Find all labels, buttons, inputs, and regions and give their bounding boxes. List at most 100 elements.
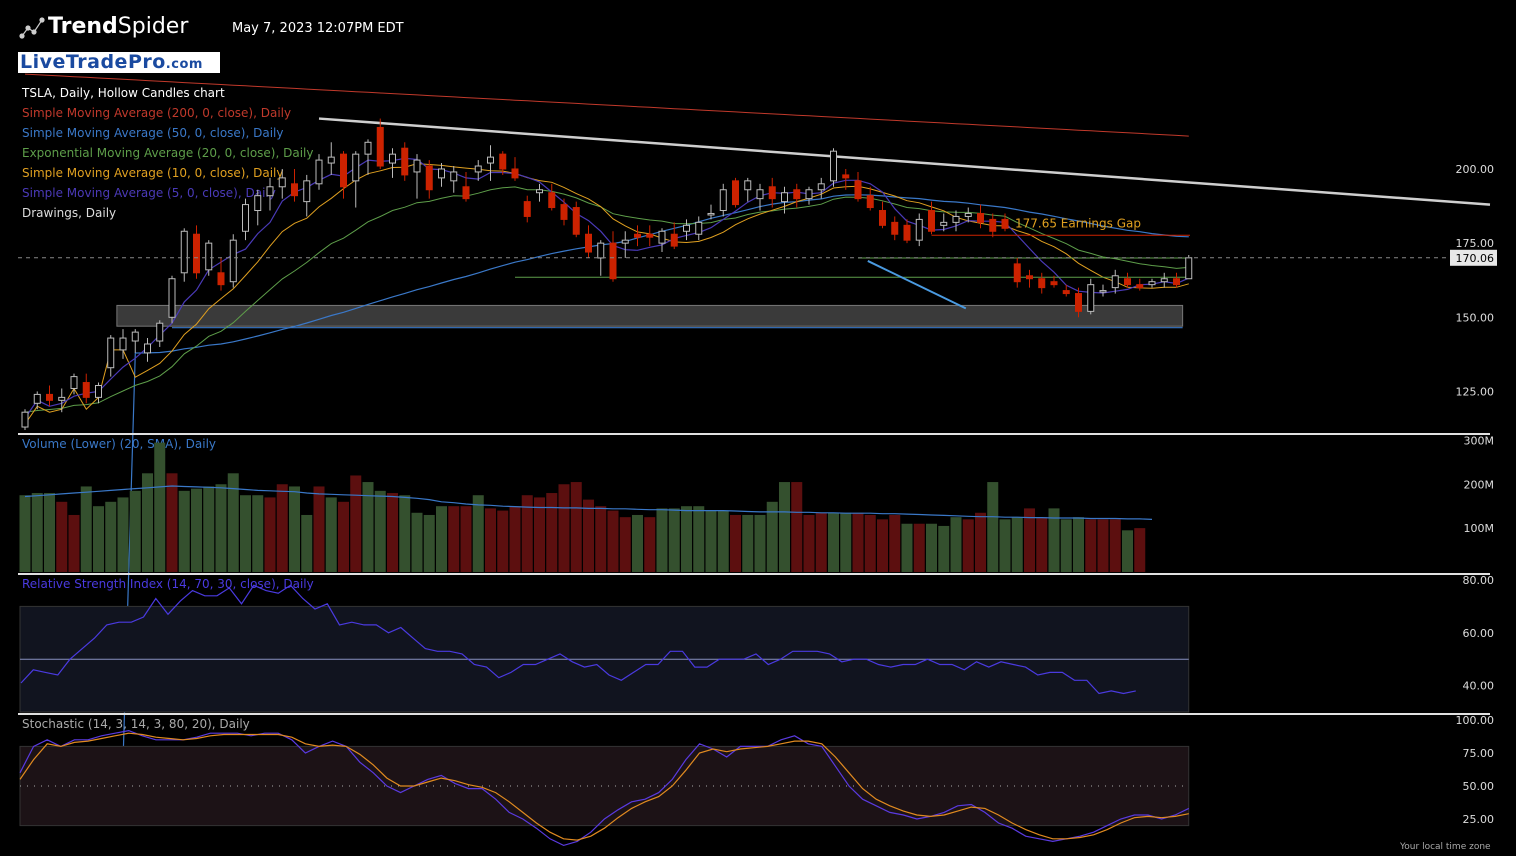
candle <box>903 219 911 244</box>
volume-bar <box>570 482 582 572</box>
candle <box>107 335 115 377</box>
candle <box>376 118 384 169</box>
indicator-label-3[interactable]: Exponential Moving Average (20, 0, close… <box>22 146 314 160</box>
volume-bar <box>889 514 901 572</box>
candle <box>621 231 629 258</box>
candle-body <box>536 189 543 194</box>
candle <box>364 139 372 175</box>
volume-bar <box>803 514 815 572</box>
sma50-line <box>25 194 1189 763</box>
candle <box>658 228 666 253</box>
candle-body <box>891 221 899 235</box>
candle <box>1001 213 1009 232</box>
volume-bar <box>975 512 986 572</box>
volume-bar <box>864 514 876 572</box>
candle <box>744 177 752 202</box>
rsi-tick-label: 40.00 <box>1463 680 1495 693</box>
volume-bar <box>252 495 264 572</box>
volume-bar <box>926 523 937 572</box>
candle <box>1038 272 1046 294</box>
candle-body <box>1062 290 1070 295</box>
candle <box>585 225 592 258</box>
candle-body <box>1087 284 1095 312</box>
candle-body <box>1148 281 1156 286</box>
volume-bar <box>1011 517 1023 572</box>
indicator-label-6[interactable]: Drawings, Daily <box>22 206 117 220</box>
volume-pane <box>19 442 1153 572</box>
volume-sma-line <box>24 485 1153 520</box>
trendspider-logo-icon <box>18 16 46 46</box>
candle <box>193 225 200 279</box>
candle <box>928 201 935 235</box>
candle-body <box>168 278 176 318</box>
candle-body <box>523 201 531 217</box>
rsi-tick-label: 80.00 <box>1463 574 1495 587</box>
indicator-label-0[interactable]: TSLA, Daily, Hollow Candles chart <box>22 86 225 100</box>
candle <box>597 240 605 276</box>
volume-bar <box>913 523 925 572</box>
candle-body <box>376 126 384 167</box>
volume-bar <box>950 517 962 572</box>
candle <box>1136 278 1144 291</box>
candle-body <box>1026 275 1033 280</box>
candle-body <box>364 141 372 155</box>
candle-body <box>193 233 200 274</box>
candle <box>1160 272 1168 288</box>
candle <box>46 385 53 407</box>
stoch-tick-label: 100.00 <box>1456 714 1495 727</box>
candle <box>1111 269 1119 294</box>
volume-bar <box>338 501 349 572</box>
candle <box>205 240 213 276</box>
candle <box>327 142 335 175</box>
indicator-label-4[interactable]: Simple Moving Average (10, 0, close), Da… <box>22 166 284 180</box>
candle <box>866 186 874 211</box>
candle <box>1148 278 1156 288</box>
volume-bar <box>730 514 741 572</box>
candle <box>989 213 997 238</box>
volume-bar <box>227 473 239 572</box>
volume-bar <box>595 506 607 572</box>
volume-bar <box>142 473 153 572</box>
volume-bar <box>742 514 754 572</box>
candle <box>340 151 347 199</box>
rsi-line <box>20 584 1136 695</box>
price-tick-label: 125.00 <box>1456 385 1495 398</box>
candle-body <box>903 224 911 241</box>
watermark-suffix: .com <box>165 57 203 72</box>
volume-bar <box>987 482 999 572</box>
watermark-logo: LiveTradePro.com <box>18 52 220 73</box>
candle-body <box>854 180 862 200</box>
candle <box>425 160 433 199</box>
candle <box>830 148 837 187</box>
indicator-label-5[interactable]: Simple Moving Average (5, 0, close), Dai… <box>22 186 276 200</box>
volume-bar <box>178 490 190 572</box>
candle-body <box>46 393 53 401</box>
candle-body <box>107 337 115 369</box>
candle-body <box>989 218 997 232</box>
candle-body <box>58 396 66 401</box>
timezone-footer: Your local time zone <box>1400 842 1491 852</box>
indicator-label-2[interactable]: Simple Moving Average (50, 0, close), Da… <box>22 126 284 140</box>
candle-body <box>1160 278 1168 283</box>
candle-body <box>95 385 102 398</box>
candle-body <box>964 212 972 217</box>
volume-bar <box>276 484 288 572</box>
candle-body <box>646 233 654 238</box>
candle-body <box>1050 281 1058 286</box>
candle-body <box>401 147 409 176</box>
stoch-d-line <box>19 732 1189 841</box>
candle <box>768 177 776 208</box>
support-zone <box>116 304 1184 327</box>
candle-body <box>1038 278 1046 289</box>
candle <box>670 222 678 250</box>
candle-body <box>977 212 984 223</box>
candle-body <box>413 159 421 173</box>
candle <box>1185 255 1193 280</box>
candle <box>572 201 580 238</box>
indicator-label-1[interactable]: Simple Moving Average (200, 0, close), D… <box>22 106 292 120</box>
candle <box>168 275 176 324</box>
candle-body <box>952 215 960 223</box>
stoch-k-line <box>19 729 1190 847</box>
volume-bar <box>840 512 852 572</box>
